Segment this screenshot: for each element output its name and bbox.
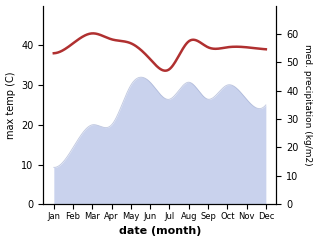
Y-axis label: max temp (C): max temp (C)	[5, 71, 16, 139]
Y-axis label: med. precipitation (kg/m2): med. precipitation (kg/m2)	[303, 44, 313, 166]
X-axis label: date (month): date (month)	[119, 227, 201, 236]
